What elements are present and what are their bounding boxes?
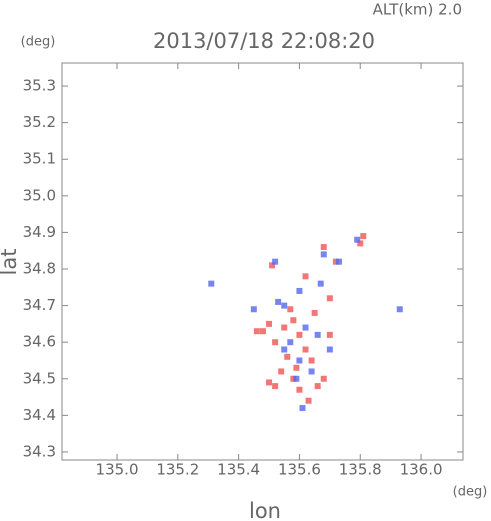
radar-echo (302, 324, 309, 331)
radar-echo (281, 302, 288, 309)
radar-echo (275, 298, 282, 305)
radar-echo (266, 320, 273, 327)
radar-echo (269, 262, 276, 269)
x-tick-label: 135.4 (217, 461, 260, 479)
radar-echo (278, 368, 285, 375)
y-tick-label: 35.1 (23, 150, 56, 168)
radar-echo (293, 364, 300, 371)
radar-echo (272, 258, 279, 265)
radar-echo (311, 309, 318, 316)
radar-echo (357, 240, 364, 247)
y-tick-label: 35.0 (23, 186, 56, 204)
x-tick-label: 135.0 (96, 461, 139, 479)
radar-echo (296, 386, 303, 393)
radar-echo (281, 346, 288, 353)
radar-echo (354, 236, 361, 243)
x-tick-label: 135.6 (278, 461, 321, 479)
radar-echo (281, 324, 288, 331)
y-axis-label: lat (0, 249, 21, 276)
radar-echo (317, 280, 324, 287)
radar-echo (296, 287, 303, 294)
y-tick-label: 34.9 (23, 223, 56, 241)
radar-echo (208, 280, 215, 287)
radar-echo (250, 306, 257, 313)
radar-echo (290, 317, 297, 324)
x-unit: (deg) (453, 485, 488, 500)
radar-echo (314, 331, 321, 338)
radar-echo (284, 353, 291, 360)
y-tick-label: 34.3 (23, 442, 56, 460)
radar-echo (396, 306, 403, 313)
plot-frame (61, 62, 464, 461)
radar-echo (287, 306, 294, 313)
radar-echo (360, 233, 367, 240)
chart-title: 2013/07/18 22:08:20 (153, 29, 375, 53)
radar-echo (308, 368, 315, 375)
y-tick-label: 34.5 (23, 369, 56, 387)
radar-echo (253, 328, 260, 335)
radar-echo (326, 295, 333, 302)
radar-echo (320, 375, 327, 382)
y-tick-label: 35.3 (23, 77, 56, 95)
radar-echo (326, 331, 333, 338)
radar-echo (308, 357, 315, 364)
radar-echo (305, 397, 312, 404)
altitude-label: ALT(km) 2.0 (373, 1, 462, 19)
radar-echo (335, 258, 342, 265)
radar-echo (290, 375, 297, 382)
y-unit: (deg) (21, 35, 56, 50)
x-tick-label: 135.8 (339, 461, 382, 479)
radar-echo (296, 357, 303, 364)
radar-echo (296, 331, 303, 338)
radar-echo (320, 251, 327, 258)
y-tick-label: 34.6 (23, 333, 56, 351)
radar-echo (332, 258, 339, 265)
radar-echo (293, 375, 300, 382)
y-tick-label: 35.2 (23, 113, 56, 131)
radar-echo (287, 339, 294, 346)
radar-echo (314, 383, 321, 390)
x-tick-label: 135.2 (156, 461, 199, 479)
x-tick-label: 136.0 (400, 461, 443, 479)
radar-echo (272, 383, 279, 390)
radar-echo (326, 346, 333, 353)
radar-echo (299, 405, 306, 412)
y-tick-label: 34.8 (23, 260, 56, 278)
radar-echo (302, 273, 309, 280)
radar-echo (272, 339, 279, 346)
radar-echo (266, 379, 273, 386)
radar-echo (320, 244, 327, 251)
radar-echo (259, 328, 266, 335)
y-tick-label: 34.4 (23, 406, 56, 424)
radar-echo (302, 346, 309, 353)
x-axis-label: lon (249, 499, 281, 521)
y-tick-label: 34.7 (23, 296, 56, 314)
